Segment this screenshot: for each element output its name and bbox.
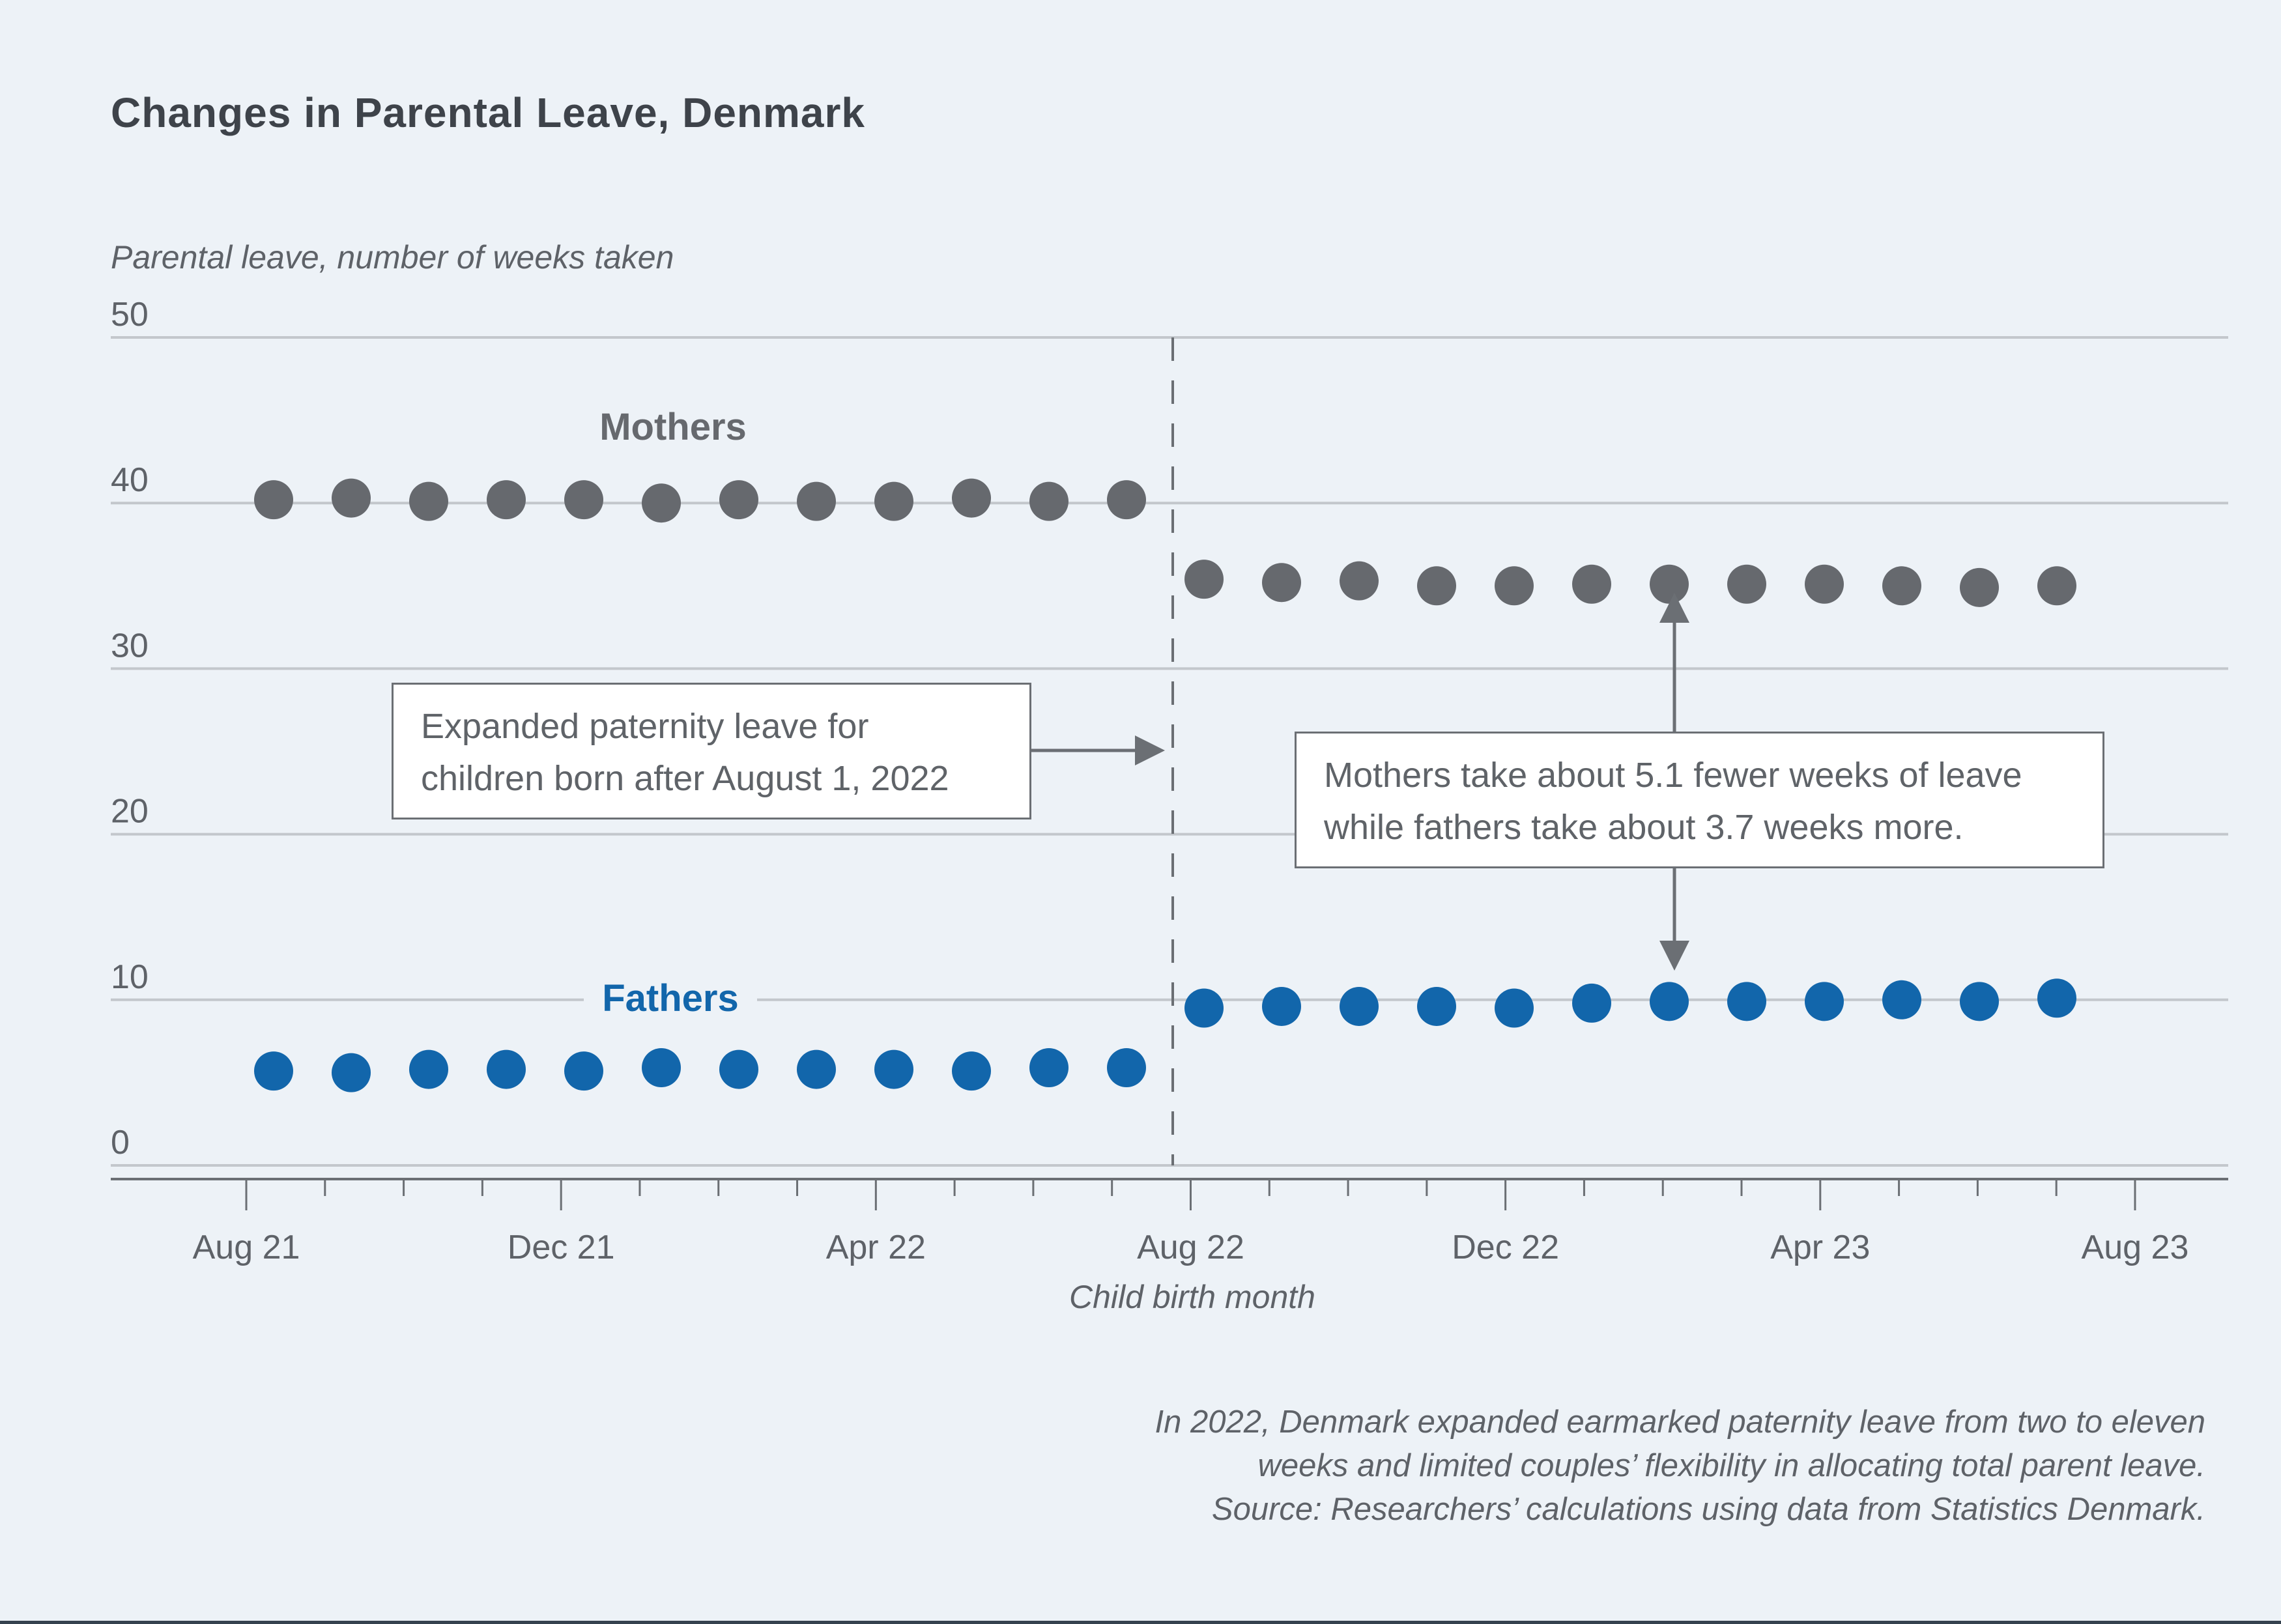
fathers-dot-Aug-22 — [1184, 988, 1224, 1028]
fathers-dot-Oct-22 — [1340, 986, 1379, 1026]
mothers-dot-Feb-22 — [719, 480, 758, 520]
source-note-line: weeks and limited couples’ flexibility i… — [1257, 1448, 2205, 1483]
annotation-line: while fathers take about 3.7 weeks more. — [1324, 808, 1964, 847]
annotation-expanded-paternity-leave: Expanded paternity leave for children bo… — [392, 683, 1031, 819]
x-tick-label-Aug-21: Aug 21 — [193, 1229, 300, 1266]
fathers-dot-Feb-22 — [719, 1049, 758, 1089]
mothers-dot-Jul-23 — [2037, 566, 2076, 606]
difference-arrowhead-down — [1659, 941, 1689, 971]
mothers-series-label: Mothers — [599, 406, 747, 448]
mothers-dot-Mar-22 — [797, 481, 836, 521]
x-tick-label-Aug-23: Aug 23 — [2082, 1229, 2189, 1266]
mothers-dot-Sep-21 — [332, 478, 371, 518]
mothers-dot-Sep-22 — [1262, 563, 1301, 603]
mothers-dot-Jan-23 — [1572, 564, 1611, 604]
fathers-dot-May-22 — [952, 1051, 991, 1091]
mothers-dot-Jan-22 — [642, 483, 681, 523]
annotation-line: children born after August 1, 2022 — [421, 759, 949, 798]
mothers-dot-Jun-23 — [1960, 567, 1999, 607]
expanded-leave-arrowhead — [1135, 735, 1165, 765]
source-note: In 2022, Denmark expanded earmarked pate… — [782, 1401, 2205, 1531]
fathers-series-label: Fathers — [584, 972, 757, 1025]
page-title: Changes in Parental Leave, Denmark — [111, 89, 865, 136]
fathers-dot-Sep-22 — [1262, 986, 1301, 1026]
mothers-dot-Jun-22 — [1029, 481, 1069, 521]
mothers-dot-Oct-21 — [409, 481, 448, 521]
mothers-dot-May-22 — [952, 478, 991, 518]
mothers-dot-Dec-21 — [564, 480, 603, 520]
fathers-dot-Oct-21 — [409, 1049, 448, 1089]
x-tick-label-Dec-22: Dec 22 — [1452, 1229, 1559, 1266]
mothers-dot-Aug-21 — [254, 480, 293, 520]
mothers-dot-Feb-23 — [1650, 564, 1689, 604]
mothers-dot-Dec-22 — [1495, 566, 1534, 606]
y-tick-label-40: 40 — [111, 461, 149, 499]
fathers-dot-Dec-22 — [1495, 988, 1534, 1028]
y-tick-label-0: 0 — [111, 1124, 130, 1161]
mothers-dot-Jul-22 — [1107, 480, 1146, 520]
mothers-dot-Mar-23 — [1727, 564, 1766, 604]
annotation-line: Mothers take about 5.1 fewer weeks of le… — [1324, 756, 2022, 795]
mothers-dot-May-23 — [1882, 566, 1921, 606]
fathers-dot-Jul-22 — [1107, 1048, 1146, 1088]
fathers-dot-Dec-21 — [564, 1051, 603, 1091]
y-axis-title: Parental leave, number of weeks taken — [111, 239, 674, 276]
mothers-dot-Apr-23 — [1805, 564, 1844, 604]
fathers-dot-Apr-23 — [1805, 982, 1844, 1021]
fathers-dot-Jan-23 — [1572, 983, 1611, 1023]
x-tick-label-Dec-21: Dec 21 — [508, 1229, 615, 1266]
source-note-line: In 2022, Denmark expanded earmarked pate… — [1155, 1404, 2205, 1440]
fathers-dot-Mar-23 — [1727, 982, 1766, 1021]
mothers-dot-Nov-22 — [1417, 566, 1456, 606]
difference-arrowhead-up — [1659, 593, 1689, 623]
fathers-dot-Mar-22 — [797, 1049, 836, 1089]
fathers-dot-May-23 — [1882, 980, 1921, 1019]
fathers-dot-Apr-22 — [874, 1049, 913, 1089]
fathers-dot-Feb-23 — [1650, 982, 1689, 1021]
y-tick-label-50: 50 — [111, 296, 149, 334]
fathers-dot-Jun-23 — [1960, 982, 1999, 1021]
bottom-accent-bar — [0, 1621, 2281, 1624]
fathers-dot-Nov-22 — [1417, 986, 1456, 1026]
fathers-dot-Jul-23 — [2037, 978, 2076, 1018]
x-tick-label-Apr-23: Apr 23 — [1770, 1229, 1870, 1266]
mothers-dot-Oct-22 — [1340, 561, 1379, 601]
source-note-line: Source: Researchers’ calculations using … — [1211, 1492, 2205, 1527]
x-tick-label-Aug-22: Aug 22 — [1137, 1229, 1244, 1266]
mothers-dot-Apr-22 — [874, 481, 913, 521]
y-tick-label-10: 10 — [111, 958, 149, 996]
x-tick-label-Apr-22: Apr 22 — [826, 1229, 926, 1266]
fathers-dot-Sep-21 — [332, 1053, 371, 1092]
fathers-dot-Jun-22 — [1029, 1048, 1069, 1088]
y-tick-label-30: 30 — [111, 627, 149, 664]
x-axis-title: Child birth month — [1069, 1279, 1315, 1315]
fathers-dot-Nov-21 — [487, 1049, 526, 1089]
y-tick-label-20: 20 — [111, 793, 149, 831]
fathers-dot-Aug-21 — [254, 1051, 293, 1091]
annotation-line: Expanded paternity leave for — [421, 707, 869, 746]
mothers-dot-Aug-22 — [1184, 560, 1224, 599]
mothers-dot-Nov-21 — [487, 480, 526, 520]
annotation-leave-difference: Mothers take about 5.1 fewer weeks of le… — [1295, 732, 2104, 868]
fathers-dot-Jan-22 — [642, 1048, 681, 1088]
